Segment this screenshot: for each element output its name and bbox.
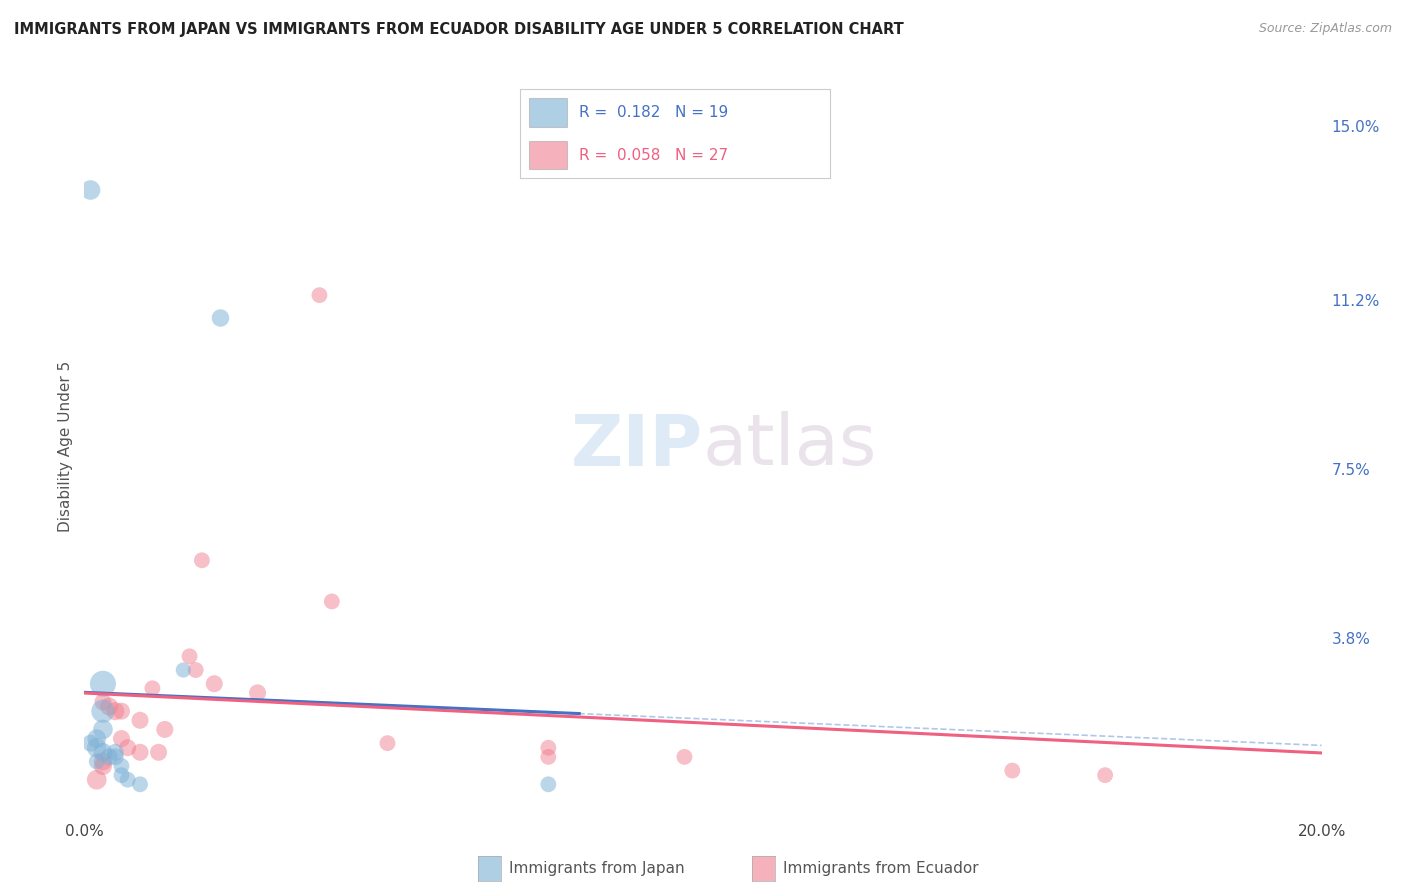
Point — [86, 740, 108, 755]
Point — [172, 663, 194, 677]
Point — [537, 740, 560, 755]
Point — [86, 772, 108, 787]
Point — [98, 749, 121, 764]
Text: atlas: atlas — [703, 411, 877, 481]
Point — [110, 731, 132, 746]
Point — [377, 736, 399, 750]
Point — [91, 759, 114, 773]
Point — [209, 311, 232, 326]
Point — [98, 699, 121, 714]
Text: R =  0.182   N = 19: R = 0.182 N = 19 — [579, 105, 728, 120]
Point — [110, 759, 132, 773]
Point — [117, 772, 139, 787]
Point — [79, 736, 101, 750]
Point — [91, 745, 114, 759]
Point — [110, 768, 132, 782]
FancyBboxPatch shape — [530, 141, 567, 169]
Text: ZIP: ZIP — [571, 411, 703, 481]
Point — [117, 740, 139, 755]
Point — [91, 695, 114, 709]
Point — [202, 676, 225, 690]
Text: R =  0.058   N = 27: R = 0.058 N = 27 — [579, 148, 728, 162]
Text: IMMIGRANTS FROM JAPAN VS IMMIGRANTS FROM ECUADOR DISABILITY AGE UNDER 5 CORRELAT: IMMIGRANTS FROM JAPAN VS IMMIGRANTS FROM… — [14, 22, 904, 37]
Point — [308, 288, 330, 302]
Point — [104, 745, 127, 759]
Point — [91, 704, 114, 718]
FancyBboxPatch shape — [530, 98, 567, 127]
Point — [321, 594, 343, 608]
Point — [86, 755, 108, 769]
Point — [104, 749, 127, 764]
Point — [91, 723, 114, 737]
Text: Immigrants from Japan: Immigrants from Japan — [509, 862, 685, 876]
Point — [179, 649, 201, 664]
Point — [110, 704, 132, 718]
Point — [79, 183, 101, 197]
Y-axis label: Disability Age Under 5: Disability Age Under 5 — [58, 360, 73, 532]
Point — [91, 676, 114, 690]
Point — [141, 681, 163, 696]
Text: Source: ZipAtlas.com: Source: ZipAtlas.com — [1258, 22, 1392, 36]
Point — [191, 553, 214, 567]
Text: Immigrants from Ecuador: Immigrants from Ecuador — [783, 862, 979, 876]
Point — [246, 686, 269, 700]
Point — [537, 749, 560, 764]
Point — [86, 731, 108, 746]
Point — [91, 755, 114, 769]
Point — [153, 723, 176, 737]
Point — [129, 714, 152, 728]
Point — [1094, 768, 1116, 782]
Point — [129, 777, 152, 791]
Point — [129, 745, 152, 759]
Point — [1001, 764, 1024, 778]
Point — [104, 704, 127, 718]
Point — [148, 745, 170, 759]
Point — [537, 777, 560, 791]
Point — [673, 749, 696, 764]
Point — [184, 663, 207, 677]
